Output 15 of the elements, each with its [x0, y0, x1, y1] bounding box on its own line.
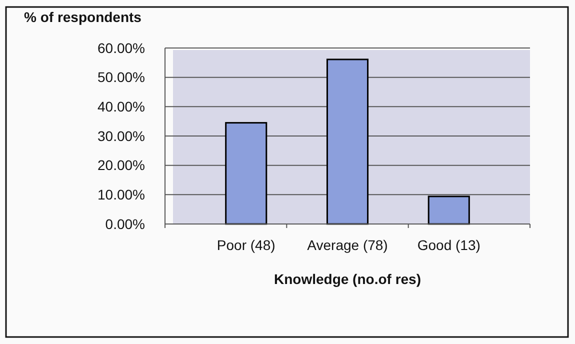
y-axis-title: % of respondents	[24, 9, 142, 25]
x-axis-title: Knowledge (no.of res)	[274, 271, 421, 287]
y-tick-label: 50.00%	[98, 69, 145, 86]
x-tick-label: Poor (48)	[216, 237, 276, 253]
y-tick-label: 30.00%	[98, 128, 145, 144]
y-tick-label: 40.00%	[98, 98, 145, 115]
y-tick-label: 20.00%	[98, 157, 145, 174]
bar	[225, 122, 268, 225]
y-tick-label: 10.00%	[98, 186, 145, 203]
x-tick-label: Good (13)	[417, 237, 480, 253]
x-tick-label: Average (78)	[307, 237, 388, 253]
bar	[428, 196, 470, 225]
y-tick-label: 0.00%	[105, 216, 145, 232]
bar	[326, 58, 369, 225]
y-tick-label: 60.00%	[98, 40, 145, 56]
